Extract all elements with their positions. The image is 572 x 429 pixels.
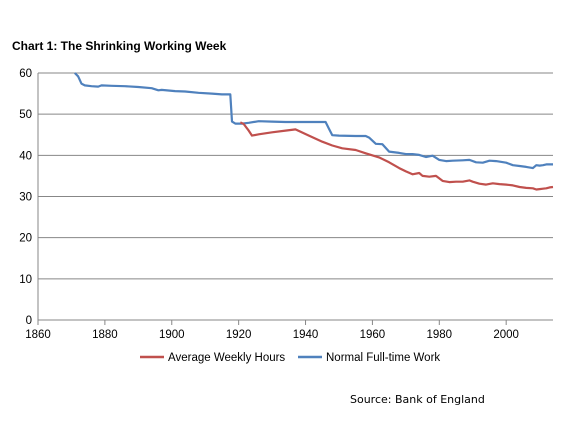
y-tick-label: 50 [19, 109, 32, 121]
x-tick-label: 1920 [226, 329, 252, 341]
y-tick-label: 60 [19, 68, 32, 80]
legend-label-average-weekly-hours: Average Weekly Hours [168, 352, 285, 364]
x-tick-label: 1940 [293, 329, 319, 341]
x-tick-label: 1860 [25, 329, 51, 341]
axes: 0 10 20 30 40 50 60 1860 1880 1900 1920 1940 1960 198… [19, 68, 553, 341]
series-lines [74, 72, 554, 191]
y-tick-label: 10 [19, 274, 32, 286]
legend-label-normal-full-time-work: Normal Full-time Work [326, 352, 440, 364]
x-tick-label: 1980 [427, 329, 453, 341]
y-tick-label: 30 [19, 192, 32, 204]
chart-title: Chart 1: The Shrinking Working Week [12, 39, 227, 53]
legend: Average Weekly Hours Normal Full-time Wor… [140, 352, 440, 364]
y-tick-label: 40 [19, 150, 32, 162]
series-line-normal-full-time-work [74, 72, 553, 170]
source-note: Source: Bank of England [350, 393, 485, 406]
x-tick-label: 1960 [360, 329, 386, 341]
x-tick-label: 1880 [92, 329, 118, 341]
series-line-average-weekly-hours [239, 121, 554, 191]
y-tick-label: 20 [19, 233, 32, 245]
y-tick-label: 0 [26, 315, 32, 327]
gridlines [38, 72, 553, 280]
x-tick-label: 1900 [159, 329, 185, 341]
x-tick-label: 2000 [493, 329, 519, 341]
